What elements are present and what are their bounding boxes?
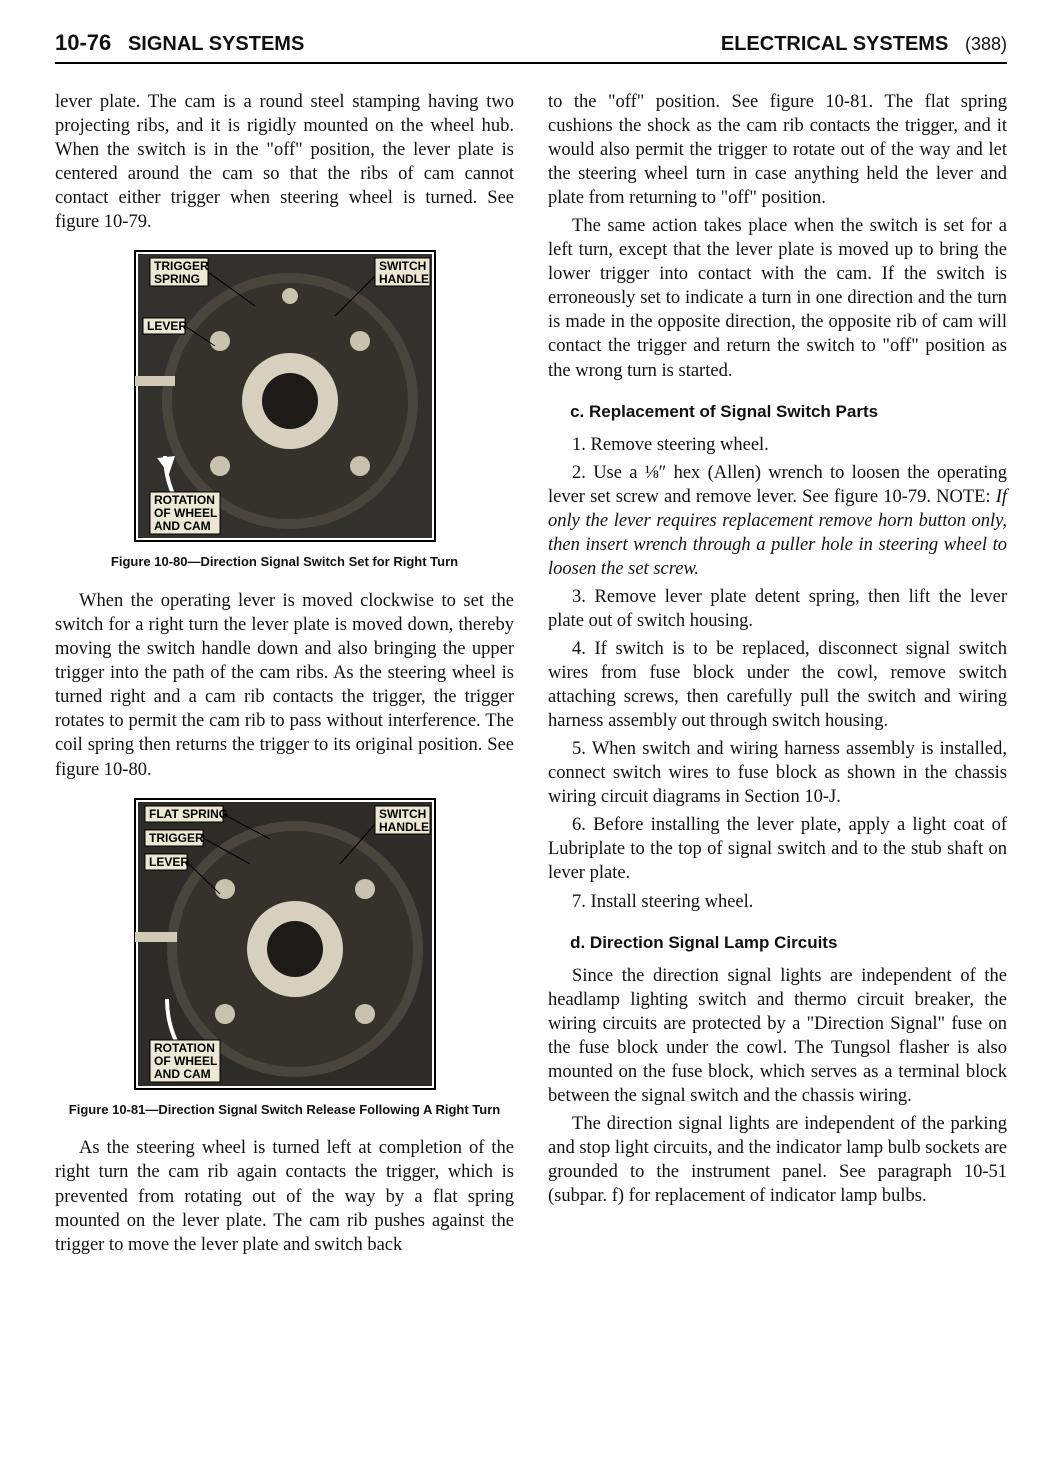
fig80-label-trigger: TRIGGER [154,259,209,273]
fig80-label-rot2: OF WHEEL [154,506,217,520]
header-right-pagenum: (388) [965,34,1007,54]
header-left: 10-76 SIGNAL SYSTEMS [55,30,304,56]
columns: lever plate. The cam is a round steel st… [55,90,1007,1261]
figure-10-81: FLAT SPRING TRIGGER LEVER SWITCH HANDLE [55,794,514,1094]
step2: 2. Use a ⅛″ hex (Allen) wrench to loosen… [548,461,1007,581]
figure-10-80-svg: TRIGGER SPRING LEVER SWITCH HANDLE ROTAT… [95,246,475,546]
fig81-label-rot2: OF WHEEL [154,1054,217,1068]
fig81-label-rot3: AND CAM [154,1067,211,1081]
subhead-d: d. Direction Signal Lamp Circuits [548,932,1007,954]
fig81-label-switch2: HANDLE [379,820,429,834]
header-right: ELECTRICAL SYSTEMS (388) [721,33,1007,56]
fig80-label-rot3: AND CAM [154,519,211,533]
left-column: lever plate. The cam is a round steel st… [55,90,514,1261]
fig80-label-lever: LEVER [147,319,187,333]
header-left-title: SIGNAL SYSTEMS [128,33,304,55]
fig80-label-spring: SPRING [154,272,200,286]
fig81-label-switch1: SWITCH [379,807,426,821]
fig81-label-lever: LEVER [149,855,189,869]
right-column: to the "off" position. See figure 10-81.… [548,90,1007,1261]
figure-10-81-svg: FLAT SPRING TRIGGER LEVER SWITCH HANDLE [95,794,475,1094]
left-p3: As the steering wheel is turned left at … [55,1136,514,1256]
header-right-title: ELECTRICAL SYSTEMS [721,33,948,55]
fig80-label-switch1: SWITCH [379,259,426,273]
step3: 3. Remove lever plate detent spring, the… [548,585,1007,633]
left-p2: When the operating lever is moved clockw… [55,589,514,781]
subhead-c: c. Replacement of Signal Switch Parts [548,401,1007,423]
right-p2: The same action takes place when the swi… [548,214,1007,382]
right-p3: Since the direction signal lights are in… [548,964,1007,1108]
right-p1: to the "off" position. See figure 10-81.… [548,90,1007,210]
page-header: 10-76 SIGNAL SYSTEMS ELECTRICAL SYSTEMS … [55,30,1007,64]
header-pagenum: 10-76 [55,30,111,55]
fig81-label-flatspring: FLAT SPRING [149,807,228,821]
fig80-label-rot1: ROTATION [154,493,215,507]
step4: 4. If switch is to be replaced, disconne… [548,637,1007,733]
fig80-label-switch2: HANDLE [379,272,429,286]
step2a: 2. Use a ⅛″ hex (Allen) wrench to loosen… [548,463,1007,507]
step1: 1. Remove steering wheel. [548,433,1007,457]
figure-10-80-caption: Figure 10-80—Direction Signal Switch Set… [55,554,514,571]
figure-10-81-caption: Figure 10-81—Direction Signal Switch Rel… [55,1102,514,1119]
figure-10-80: TRIGGER SPRING LEVER SWITCH HANDLE ROTAT… [55,246,514,546]
fig81-label-rot1: ROTATION [154,1041,215,1055]
page: 10-76 SIGNAL SYSTEMS ELECTRICAL SYSTEMS … [0,0,1062,1458]
left-p1: lever plate. The cam is a round steel st… [55,90,514,234]
fig81-label-trigger: TRIGGER [149,831,204,845]
step6: 6. Before installing the lever plate, ap… [548,813,1007,885]
right-p4: The direction signal lights are independ… [548,1112,1007,1208]
step5: 5. When switch and wiring harness assemb… [548,737,1007,809]
step7: 7. Install steering wheel. [548,890,1007,914]
